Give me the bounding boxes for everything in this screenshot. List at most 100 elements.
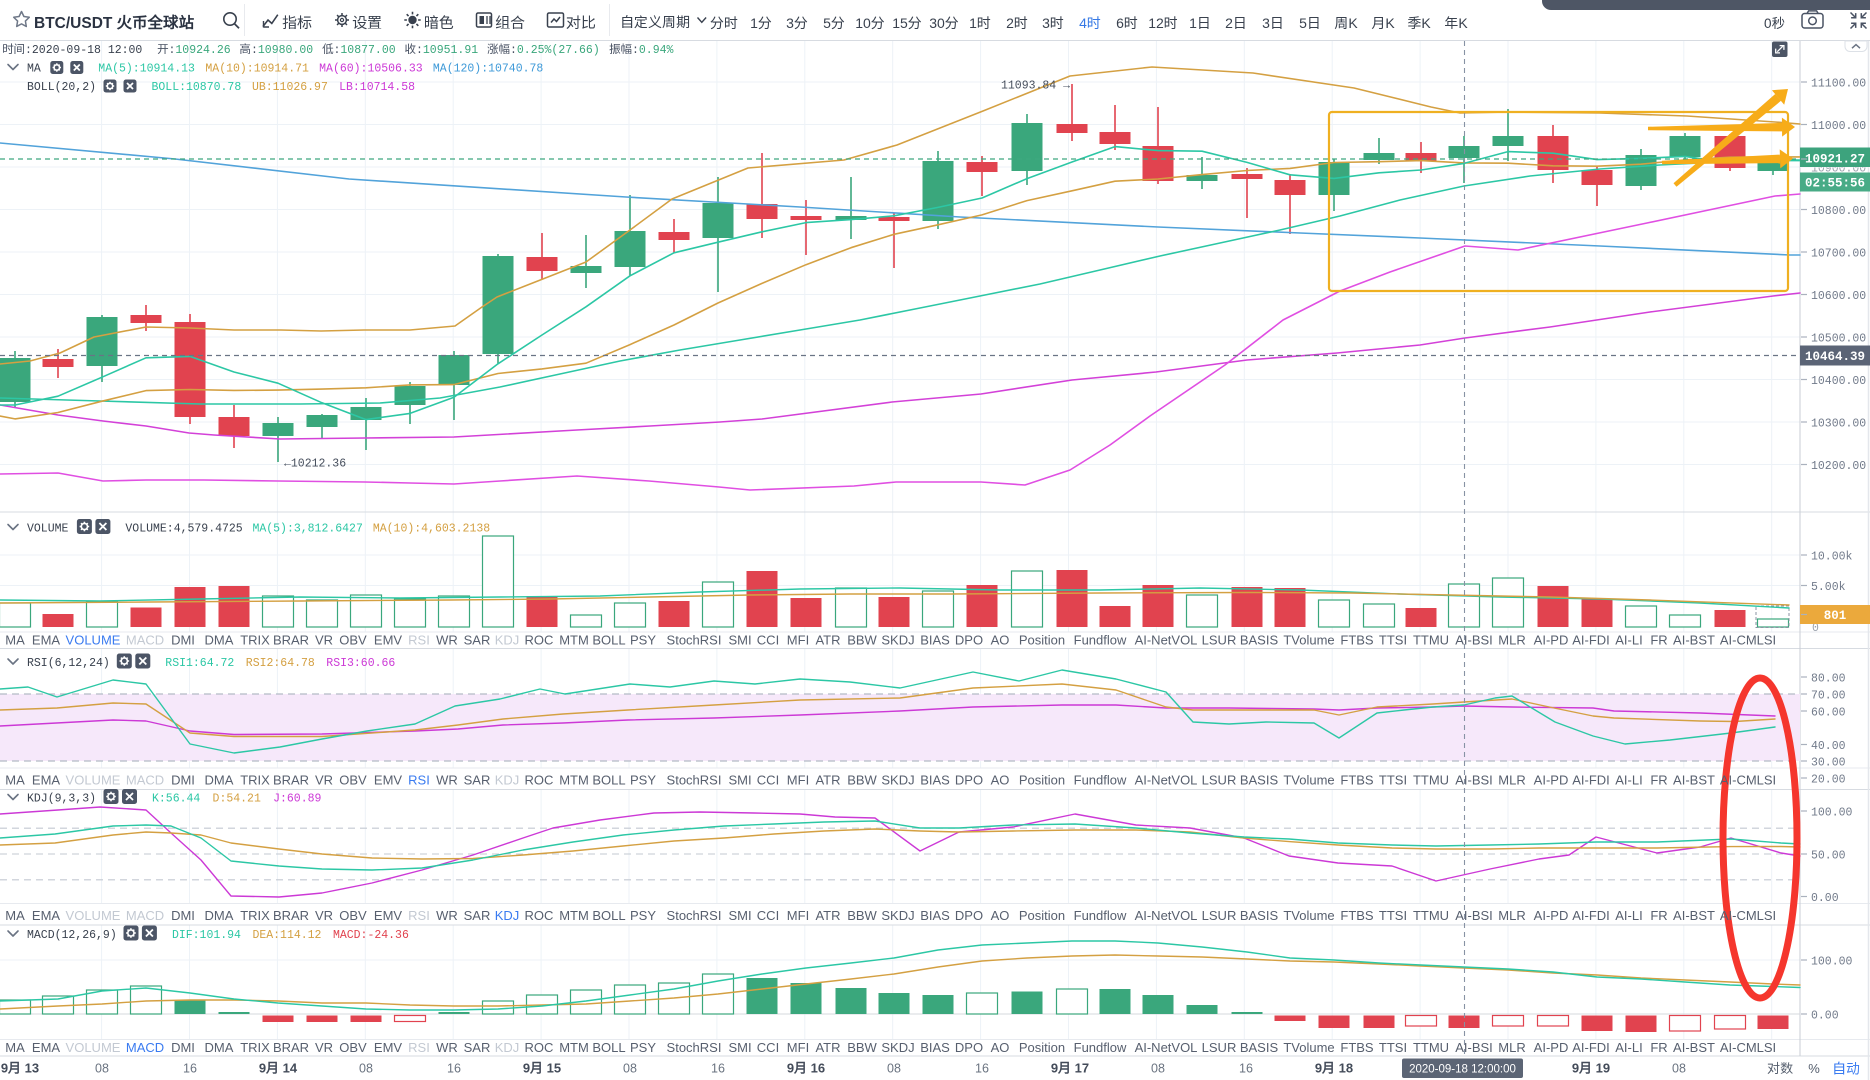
svg-text:AI-FDI: AI-FDI: [1572, 633, 1610, 648]
svg-text:%: %: [1808, 1061, 1820, 1076]
svg-text:10464.39: 10464.39: [1805, 350, 1865, 364]
svg-text:ROC: ROC: [525, 773, 554, 788]
svg-text:9月 17: 9月 17: [1051, 1058, 1089, 1077]
svg-text:RSI2:64.78: RSI2:64.78: [246, 657, 315, 670]
svg-text:MLR: MLR: [1498, 773, 1525, 788]
svg-text:MA(60):10506.33: MA(60):10506.33: [319, 63, 423, 76]
svg-text:KDJ: KDJ: [495, 773, 520, 788]
svg-text:10.00k: 10.00k: [1811, 551, 1853, 564]
svg-text:DMI: DMI: [171, 1040, 195, 1055]
svg-text:RSI: RSI: [408, 773, 430, 788]
svg-text:BRAR: BRAR: [273, 1040, 309, 1055]
svg-text:OBV: OBV: [339, 908, 367, 923]
svg-text:BASIS: BASIS: [1240, 908, 1279, 923]
svg-text:MA: MA: [5, 633, 25, 648]
svg-text:MFI: MFI: [787, 908, 809, 923]
svg-text:16: 16: [183, 1062, 197, 1076]
svg-text:MFI: MFI: [787, 1040, 809, 1055]
svg-text:BOLL: BOLL: [592, 908, 625, 923]
svg-text:SMI: SMI: [728, 908, 751, 923]
svg-text:SKDJ: SKDJ: [881, 1040, 914, 1055]
svg-text:AI-CMLSI: AI-CMLSI: [1720, 773, 1776, 788]
svg-text:MLR: MLR: [1498, 1040, 1525, 1055]
svg-text:MACD: MACD: [126, 633, 164, 648]
svg-text:AI-BST: AI-BST: [1673, 908, 1715, 923]
svg-text:0.00: 0.00: [1811, 1010, 1839, 1023]
svg-text:EMV: EMV: [374, 773, 403, 788]
svg-text:BIAS: BIAS: [920, 908, 950, 923]
svg-text:AI-FDI: AI-FDI: [1572, 773, 1610, 788]
svg-text:80.00: 80.00: [1811, 673, 1846, 686]
svg-text:TVolume: TVolume: [1283, 773, 1334, 788]
svg-text:MA(10):4,603.2138: MA(10):4,603.2138: [373, 523, 490, 536]
svg-text:D:54.21: D:54.21: [213, 793, 261, 806]
svg-text:BASIS: BASIS: [1240, 773, 1279, 788]
svg-text:DMA: DMA: [205, 773, 234, 788]
svg-text:EMV: EMV: [374, 908, 403, 923]
svg-text:10200.00: 10200.00: [1811, 460, 1866, 473]
svg-text:SKDJ: SKDJ: [881, 773, 914, 788]
svg-text:RSI: RSI: [408, 1040, 430, 1055]
svg-text:VOLUME: VOLUME: [27, 523, 69, 536]
svg-text:02:55:56: 02:55:56: [1805, 177, 1865, 191]
svg-text:BOLL: BOLL: [592, 773, 625, 788]
svg-text:FR: FR: [1650, 1040, 1667, 1055]
svg-text:BOLL(20,2): BOLL(20,2): [27, 81, 96, 94]
svg-text:MA(5):10914.13: MA(5):10914.13: [98, 63, 195, 76]
svg-text:MACD(12,26,9): MACD(12,26,9): [27, 929, 117, 942]
svg-text:10921.27: 10921.27: [1805, 153, 1865, 167]
svg-text:AI-LI: AI-LI: [1615, 1040, 1642, 1055]
svg-text:VOLUME: VOLUME: [66, 1040, 121, 1055]
svg-text:StochRSI: StochRSI: [667, 908, 722, 923]
svg-text:801: 801: [1824, 609, 1847, 623]
svg-text:08: 08: [1672, 1062, 1686, 1076]
svg-text:J:60.89: J:60.89: [273, 793, 321, 806]
svg-text:SMI: SMI: [728, 1040, 751, 1055]
svg-text:VR: VR: [315, 908, 333, 923]
svg-text:MA: MA: [5, 1040, 25, 1055]
svg-text:TTSI: TTSI: [1379, 773, 1407, 788]
svg-text:PSY: PSY: [630, 908, 656, 923]
svg-text:9月 14: 9月 14: [259, 1058, 298, 1077]
svg-text:DMA: DMA: [205, 633, 234, 648]
svg-text:Fundflow: Fundflow: [1074, 908, 1127, 923]
svg-text:MTM: MTM: [559, 773, 589, 788]
svg-text:EMV: EMV: [374, 633, 403, 648]
svg-text:RSI1:64.72: RSI1:64.72: [165, 657, 234, 670]
svg-text:VR: VR: [315, 1040, 333, 1055]
svg-text:70.00: 70.00: [1811, 690, 1846, 703]
svg-text:DMI: DMI: [171, 908, 195, 923]
svg-text:FTBS: FTBS: [1340, 1040, 1374, 1055]
svg-text:08: 08: [359, 1062, 373, 1076]
svg-text:VOLUME: VOLUME: [66, 633, 121, 648]
svg-text:AI-BSI: AI-BSI: [1455, 908, 1493, 923]
svg-text:Position: Position: [1019, 908, 1065, 923]
svg-text:ATR: ATR: [815, 1040, 840, 1055]
svg-text:VOLUME: VOLUME: [66, 773, 121, 788]
svg-text:OBV: OBV: [339, 1040, 367, 1055]
svg-text:SAR: SAR: [464, 773, 491, 788]
svg-text:11093.84 →: 11093.84 →: [1001, 80, 1070, 93]
svg-text:AO: AO: [991, 633, 1010, 648]
svg-text:08: 08: [95, 1062, 109, 1076]
svg-text:TVolume: TVolume: [1283, 633, 1334, 648]
svg-text:MLR: MLR: [1498, 633, 1525, 648]
svg-text:TTMU: TTMU: [1413, 633, 1449, 648]
svg-text:BRAR: BRAR: [273, 908, 309, 923]
svg-text:DMI: DMI: [171, 773, 195, 788]
svg-text:CCI: CCI: [757, 773, 779, 788]
svg-text:DPO: DPO: [955, 633, 983, 648]
svg-text:20.00: 20.00: [1811, 774, 1846, 787]
svg-text:TTMU: TTMU: [1413, 1040, 1449, 1055]
svg-text:FTBS: FTBS: [1340, 633, 1374, 648]
svg-text:Fundflow: Fundflow: [1074, 773, 1127, 788]
svg-text:10400.00: 10400.00: [1811, 375, 1866, 388]
svg-text:AI-BST: AI-BST: [1673, 1040, 1715, 1055]
svg-text:MTM: MTM: [559, 633, 589, 648]
svg-text:TTMU: TTMU: [1413, 908, 1449, 923]
svg-text:AI-BST: AI-BST: [1673, 633, 1715, 648]
svg-text:VOLUME: VOLUME: [66, 908, 121, 923]
svg-text:UB:11026.97: UB:11026.97: [252, 81, 328, 94]
svg-text:AI-PD: AI-PD: [1534, 1040, 1569, 1055]
svg-text:RSI: RSI: [408, 908, 430, 923]
